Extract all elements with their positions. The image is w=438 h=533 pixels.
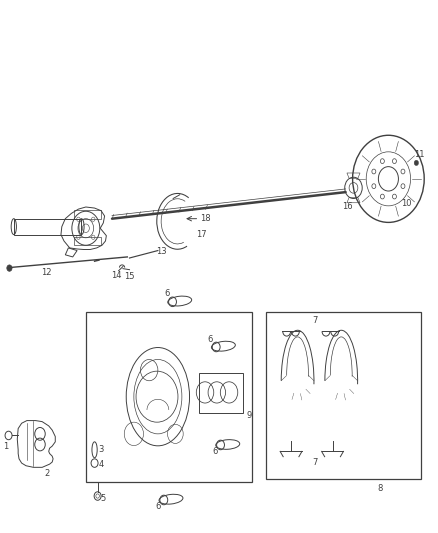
- Text: 6: 6: [155, 502, 161, 511]
- Text: 15: 15: [124, 272, 135, 280]
- Text: 10: 10: [402, 199, 412, 208]
- Text: 11: 11: [415, 150, 425, 159]
- Text: 8: 8: [378, 484, 383, 493]
- Text: 1: 1: [4, 441, 9, 450]
- Text: 6: 6: [208, 335, 213, 344]
- Text: 7: 7: [312, 316, 318, 325]
- Text: 3: 3: [99, 445, 104, 454]
- Text: 13: 13: [156, 247, 167, 256]
- Text: 2: 2: [44, 469, 49, 478]
- Text: 16: 16: [343, 203, 353, 212]
- Text: 6: 6: [212, 447, 217, 456]
- Text: 9: 9: [247, 411, 252, 420]
- Text: 6: 6: [164, 288, 170, 297]
- Text: 18: 18: [200, 214, 210, 223]
- Bar: [199, 373, 243, 413]
- Circle shape: [7, 265, 12, 271]
- Circle shape: [414, 160, 419, 166]
- Text: 5: 5: [101, 494, 106, 503]
- Text: 12: 12: [41, 269, 52, 277]
- Text: 7: 7: [312, 457, 318, 466]
- Text: 17: 17: [196, 230, 207, 239]
- Text: 4: 4: [99, 460, 104, 469]
- Text: 14: 14: [111, 271, 122, 280]
